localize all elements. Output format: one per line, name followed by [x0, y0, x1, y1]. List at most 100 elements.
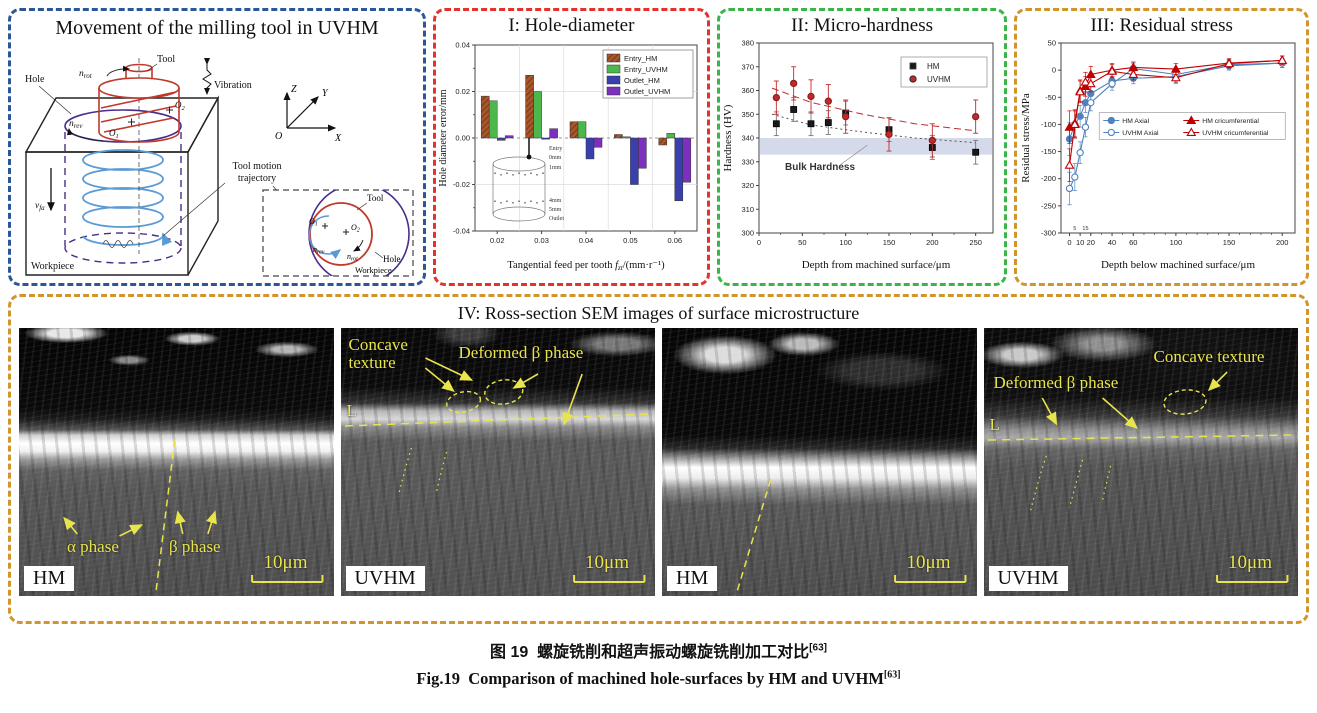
svg-text:200: 200: [926, 238, 939, 247]
svg-text:-100: -100: [1041, 120, 1056, 129]
svg-text:20: 20: [1086, 238, 1094, 247]
svg-text:O1: O1: [109, 128, 119, 140]
svg-text:Workpiece: Workpiece: [355, 265, 392, 275]
hole-diameter-chart: 0.04 0.02 0.00 -0.02 -0.04 0.02 0.03 0.04 0.05 0.…: [438, 41, 698, 272]
svg-text:O2: O2: [351, 223, 360, 234]
svg-text:Entry_UVHM: Entry_UVHM: [624, 65, 668, 74]
svg-text:Z: Z: [291, 84, 297, 95]
scale-label: 10μm: [585, 552, 629, 573]
sem-micrograph: [662, 328, 977, 596]
svg-text:Tool motion: Tool motion: [232, 161, 281, 172]
svg-text:0.00: 0.00: [456, 134, 471, 143]
svg-text:50: 50: [1047, 39, 1055, 48]
svg-text:0: 0: [757, 238, 761, 247]
svg-text:0.02: 0.02: [456, 87, 471, 96]
svg-text:Hole: Hole: [383, 254, 401, 264]
sem-tag: HM: [24, 566, 75, 591]
svg-text:350: 350: [742, 110, 755, 119]
svg-text:340: 340: [742, 134, 755, 143]
cube-top-face: [24, 97, 220, 153]
svg-text:-250: -250: [1041, 201, 1056, 210]
top-row: Movement of the milling tool in UVHM: [8, 8, 1309, 286]
svg-text:10: 10: [1076, 238, 1084, 247]
inset-tool-circle: [309, 202, 373, 266]
sem-image-hm-1: α phase β phase HM 10μm: [19, 328, 334, 596]
svg-text:Residual stress/MPa: Residual stress/MPa: [1020, 93, 1032, 183]
panel-micro-hardness: II: Micro-hardness 300 310 320 330 340 350 360…: [716, 8, 1008, 286]
cube-right-face: [187, 95, 219, 276]
residual-stress-chart: 50 0 -50 -100 -150 -200 -250 -300 0 10 20 40 60 100 15…: [1020, 39, 1296, 271]
panel-uvhm-diagram: Movement of the milling tool in UVHM: [8, 8, 427, 286]
sem-tag: UVHM: [988, 566, 1068, 591]
sem-image-hm-2: HM 10μm: [662, 328, 977, 596]
svg-text:HM Axial: HM Axial: [1122, 118, 1149, 125]
svg-text:Hardness (HV): Hardness (HV): [722, 104, 734, 171]
svg-text:-0.04: -0.04: [453, 227, 470, 236]
svg-text:0: 0: [1052, 66, 1056, 75]
panel-hole-diameter: I: Hole-diameter 0.04 0.02 0.00 -0.02 -0.04 0…: [433, 8, 710, 286]
svg-text:X: X: [334, 133, 342, 144]
svg-text:Tangential feed per tooth fzt/: Tangential feed per tooth fzt/(mm·r⁻¹): [508, 260, 666, 272]
deformed-beta-label: Deformed β phase: [458, 343, 584, 362]
svg-text:0.03: 0.03: [535, 236, 550, 245]
panel-iii-title: III: Residual stress: [1090, 15, 1233, 36]
svg-text:60: 60: [1129, 238, 1137, 247]
vibration-label: Vibration: [214, 80, 252, 91]
deformed-beta-label: Deformed β phase: [993, 373, 1119, 392]
svg-text:300: 300: [742, 229, 755, 238]
svg-text:nrev: nrev: [313, 245, 325, 256]
svg-text:0: 0: [1067, 238, 1071, 247]
sem-image-uvhm-1: Concave texture Deformed β phase L UVHM …: [340, 328, 655, 596]
svg-text:O1: O1: [309, 217, 318, 228]
svg-text:0.02: 0.02: [490, 236, 505, 245]
tool-helix: [82, 149, 172, 247]
svg-text:0.04: 0.04: [456, 41, 471, 50]
svg-text:4mm: 4mm: [549, 198, 562, 204]
l-line-label: L: [346, 401, 357, 420]
svg-text:5: 5: [1073, 226, 1076, 232]
sem-annotations-overlay: [344, 357, 652, 583]
vfa-label: vfa: [35, 201, 45, 212]
figure-caption: 图 19 螺旋铣削和超声振动螺旋铣削加工对比[63] Fig.19 Compar…: [8, 638, 1309, 689]
sem-micrograph: [983, 328, 1298, 596]
svg-text:UVHM cricumferential: UVHM cricumferential: [1202, 130, 1269, 137]
sem-micrograph: [340, 328, 655, 596]
workpiece-label: Workpiece: [31, 261, 75, 272]
svg-text:-50: -50: [1045, 93, 1056, 102]
concave-texture-label: Concave texture: [1153, 347, 1265, 366]
panel-sem-images: IV: Ross-section SEM images of surface m…: [8, 294, 1309, 624]
vibration-squiggle: [102, 240, 134, 248]
sem-image-uvhm-2: Deformed β phase Concave texture L UVHM …: [983, 328, 1298, 596]
svg-text:nrot: nrot: [347, 252, 358, 263]
svg-text:UVHM: UVHM: [927, 75, 951, 84]
svg-text:0.04: 0.04: [579, 236, 594, 245]
svg-text:-0.02: -0.02: [453, 180, 470, 189]
svg-text:trajectory: trajectory: [238, 173, 276, 184]
n-rev-label: nrev: [69, 119, 83, 130]
panel-i-title: I: Hole-diameter: [508, 15, 635, 36]
n-rot-label: nrot: [79, 69, 93, 80]
caption-en: Fig.19 Comparison of machined hole-surfa…: [416, 669, 901, 688]
scale-label: 10μm: [906, 552, 951, 573]
svg-text:HM cricumferential: HM cricumferential: [1202, 118, 1259, 125]
svg-text:1mm: 1mm: [549, 165, 562, 171]
panel-residual-stress: III: Residual stress 50 0 -50 -100 -150 -200-…: [1014, 8, 1309, 286]
svg-text:-300: -300: [1041, 229, 1056, 238]
svg-text:200: 200: [1276, 238, 1289, 247]
svg-text:380: 380: [742, 39, 755, 48]
svg-text:0.06: 0.06: [668, 236, 683, 245]
svg-text:360: 360: [742, 86, 755, 95]
svg-text:-150: -150: [1041, 147, 1056, 156]
panel-ii-title: II: Micro-hardness: [791, 15, 934, 36]
hole-label: Hole: [25, 74, 45, 85]
caption-zh: 图 19 螺旋铣削和超声振动螺旋铣削加工对比[63]: [490, 642, 827, 661]
micro-hardness-chart: 300 310 320 330 340 350 360 370 380 0 50 100 150 200 2…: [722, 39, 994, 271]
reference-mark: [63]: [809, 642, 827, 654]
svg-text:Tool: Tool: [367, 193, 384, 203]
svg-text:Outlet_UVHM: Outlet_UVHM: [624, 87, 670, 96]
sem-annotations-overlay: [987, 371, 1294, 583]
sem-annotations-overlay: [63, 439, 324, 595]
svg-text:320: 320: [742, 181, 755, 190]
svg-text:100: 100: [1169, 238, 1182, 247]
svg-text:330: 330: [742, 157, 755, 166]
